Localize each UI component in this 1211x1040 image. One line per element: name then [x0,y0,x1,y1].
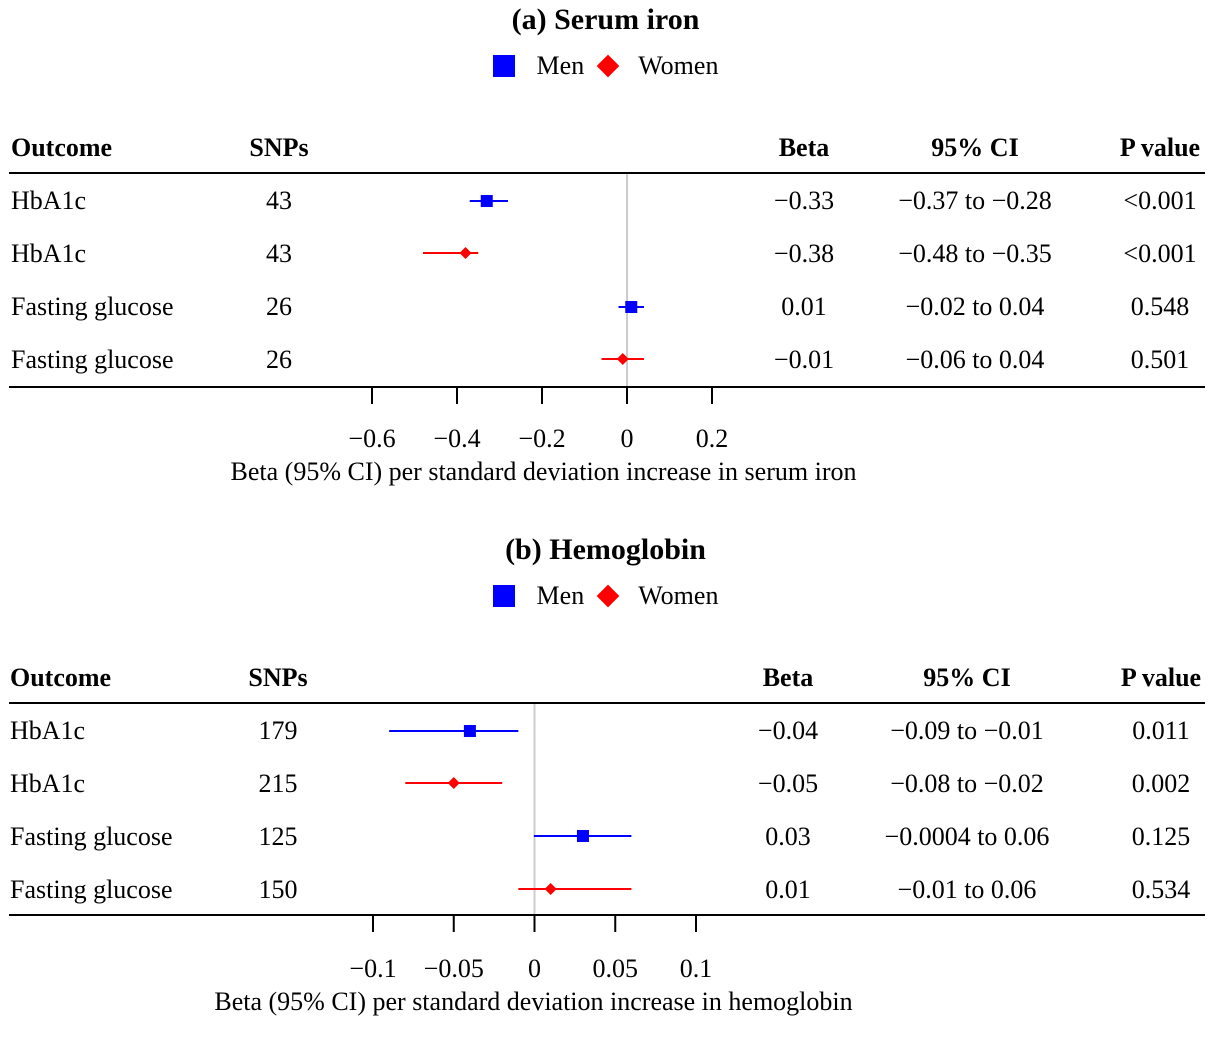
row-p-value: 0.534 [1131,875,1191,904]
point-estimate-diamond [616,353,629,365]
row-p-value: 0.125 [1131,822,1191,851]
legend-label-men: Men [536,581,585,610]
row-beta: 0.01 [781,292,827,321]
row-outcome: HbA1c [11,186,87,215]
legend-item-women: Women [596,51,718,81]
row-ci: −0.08 to −0.02 [890,769,1044,798]
col-header-outcome: Outcome [10,663,112,692]
legend-item-men: Men [492,581,585,611]
row-beta: −0.38 [773,239,835,268]
row-snps: 150 [258,875,298,904]
legend-label-women: Women [638,581,719,610]
row-beta: −0.05 [757,769,819,798]
row-snps: 43 [266,186,292,215]
x-tick-label: 0 [621,424,634,453]
row-outcome: Fasting glucose [10,875,173,904]
row-snps: 125 [258,822,298,851]
header-rule [9,172,1205,174]
col-header-beta: Beta [778,133,830,162]
col-header-snps: SNPs [248,663,308,692]
legend-label-women: Women [638,51,719,80]
row-outcome: Fasting glucose [11,292,174,321]
legend-item-women: Women [596,581,718,611]
point-estimate-diamond [447,777,460,789]
row-ci: −0.02 to 0.04 [905,292,1045,321]
row-p-value: 0.011 [1132,716,1190,745]
point-estimate-square [576,830,589,842]
col-header-snps: SNPs [249,133,309,162]
row-beta: −0.04 [757,716,819,745]
col-header-ci: 95% CI [923,663,1011,692]
x-axis-label: Beta (95% CI) per standard deviation inc… [230,457,857,486]
x-tick-label: 0.1 [680,954,713,983]
row-snps: 215 [258,769,298,798]
col-header-p: P value [1119,133,1201,162]
row-snps: 26 [266,345,292,374]
x-tick-label: −0.6 [348,424,395,453]
row-snps: 43 [266,239,292,268]
row-beta: 0.01 [765,875,811,904]
forest-panel-hemoglobin: (b) Hemoglobin Men Women Outcome SNPs Be… [0,530,1211,1040]
row-beta: −0.01 [773,345,835,374]
x-axis-label: Beta (95% CI) per standard deviation inc… [214,987,853,1016]
col-header-beta: Beta [762,663,814,692]
x-tick-label: 0 [528,954,541,983]
point-estimate-diamond [544,883,557,895]
panel-title: (b) Hemoglobin [505,533,706,566]
point-estimate-square [625,301,638,313]
row-outcome: HbA1c [11,239,87,268]
row-p-value: <0.001 [1123,186,1197,215]
row-ci: −0.06 to 0.04 [905,345,1045,374]
row-outcome: Fasting glucose [10,822,173,851]
col-header-ci: 95% CI [931,133,1019,162]
x-tick-label: 0.05 [593,954,639,983]
row-outcome: HbA1c [10,769,86,798]
x-tick-label: −0.4 [433,424,480,453]
legend-item-men: Men [492,51,585,81]
point-estimate-square [463,725,476,737]
row-ci: −0.48 to −0.35 [898,239,1052,268]
row-p-value: 0.501 [1130,345,1190,374]
legend-label-men: Men [536,51,585,80]
x-tick-label: −0.2 [518,424,565,453]
row-ci: −0.37 to −0.28 [898,186,1052,215]
row-ci: −0.01 to 0.06 [897,875,1037,904]
point-estimate-diamond [459,247,472,259]
forest-plot-area: −0.6 −0.4 −0.2 0 0.2 [348,174,729,453]
row-ci: −0.0004 to 0.06 [884,822,1050,851]
bottom-rule [9,386,1205,388]
men-marker-icon [492,55,515,77]
forest-panel-serum-iron: (a) Serum iron Men Women Outcome SNPs Be… [0,0,1211,510]
bottom-rule [9,914,1205,916]
row-beta: 0.03 [765,822,811,851]
row-snps: 179 [258,716,298,745]
col-header-p: P value [1120,663,1202,692]
row-beta: −0.33 [773,186,835,215]
men-marker-icon [492,585,515,607]
point-estimate-square [480,195,493,207]
forest-plot-area: −0.1 −0.05 0 0.05 0.1 [349,704,713,983]
row-ci: −0.09 to −0.01 [890,716,1044,745]
x-tick-label: 0.2 [696,424,729,453]
row-p-value: 0.002 [1131,769,1191,798]
x-tick-label: −0.1 [349,954,396,983]
col-header-outcome: Outcome [11,133,113,162]
row-p-value: 0.548 [1130,292,1190,321]
legend: Men Women [0,48,1211,84]
legend: Men Women [0,578,1211,614]
header-rule [9,702,1205,704]
row-snps: 26 [266,292,292,321]
row-p-value: <0.001 [1123,239,1197,268]
panel-title: (a) Serum iron [511,3,700,36]
row-outcome: HbA1c [10,716,86,745]
row-outcome: Fasting glucose [11,345,174,374]
x-tick-label: −0.05 [424,954,484,983]
